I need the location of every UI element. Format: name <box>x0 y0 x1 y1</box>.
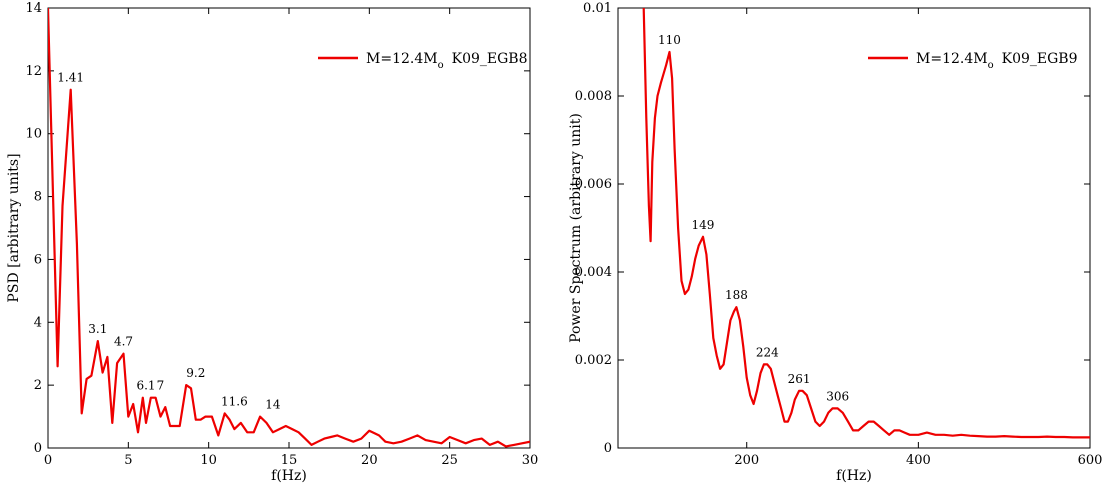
right-peak-label: 306 <box>826 389 849 403</box>
left-y-tick-label: 6 <box>34 252 42 267</box>
left-series-line <box>48 8 530 448</box>
right-legend-label: M=12.4Mo K09_EGB9 <box>916 51 1077 71</box>
left-legend-label: M=12.4Mo K09_EGB8 <box>366 51 527 71</box>
left-x-tick-label: 30 <box>522 453 539 468</box>
left-y-tick-label: 14 <box>25 1 42 16</box>
left-x-tick-label: 25 <box>441 453 458 468</box>
right-x-tick-label: 400 <box>906 453 931 468</box>
chart-right: 200 400 600 0 0.002 0.004 0.006 0.008 0.01 f(Hz) P… <box>568 1 1103 484</box>
left-plot-frame <box>47 7 531 449</box>
right-y-tick-label: 0.01 <box>583 1 612 16</box>
left-peak-label: 1.41 <box>57 71 84 85</box>
left-peak-label: 3.1 <box>88 322 107 336</box>
left-x-tick-label: 20 <box>361 453 378 468</box>
left-peak-label: 14 <box>265 398 281 412</box>
right-peak-label: 110 <box>658 33 681 47</box>
right-plot-frame <box>617 7 1091 449</box>
left-peak-label: 9.2 <box>186 366 205 380</box>
left-peak-label: 6.1 <box>136 379 155 393</box>
left-peak-label: 4.7 <box>114 335 133 349</box>
right-y-tick-label: 0.002 <box>575 353 612 368</box>
right-peak-label: 149 <box>692 218 715 232</box>
right-peak-label: 188 <box>725 288 748 302</box>
right-peak-label: 261 <box>788 372 811 386</box>
left-y-tick-label: 10 <box>25 127 42 142</box>
right-x-axis-label: f(Hz) <box>836 468 872 484</box>
right-series-line <box>642 8 1090 439</box>
left-x-tick-label: 15 <box>281 453 298 468</box>
left-y-tick-label: 2 <box>34 378 42 393</box>
left-x-tick-label: 0 <box>44 453 52 468</box>
left-y-tick-label: 8 <box>34 190 42 205</box>
left-y-tick-label: 0 <box>34 441 42 456</box>
left-x-axis-label: f(Hz) <box>271 468 307 484</box>
right-y-tick-label: 0.008 <box>575 89 612 104</box>
right-y-tick-label: 0.006 <box>575 177 612 192</box>
right-y-tick-label: 0 <box>604 441 612 456</box>
left-y-tick-label: 4 <box>34 315 42 330</box>
chart-left: 0 5 10 15 20 25 30 0 2 4 6 8 10 12 14 f(Hz) PSD [arbitra… <box>6 1 539 484</box>
right-y-tick-label: 0.004 <box>575 265 612 280</box>
right-y-axis-label: Power Spectrum (arbitrary unit) <box>568 113 584 343</box>
left-peak-label: 7 <box>157 379 165 393</box>
left-peak-label: 11.6 <box>221 394 248 408</box>
left-y-tick-label: 12 <box>25 64 42 79</box>
right-x-tick-label: 200 <box>734 453 759 468</box>
left-x-tick-label: 5 <box>124 453 132 468</box>
left-x-tick-label: 10 <box>200 453 217 468</box>
right-peak-label: 224 <box>756 345 779 359</box>
right-x-tick-label: 600 <box>1078 453 1103 468</box>
left-y-axis-label: PSD [arbitrary units] <box>6 153 22 302</box>
